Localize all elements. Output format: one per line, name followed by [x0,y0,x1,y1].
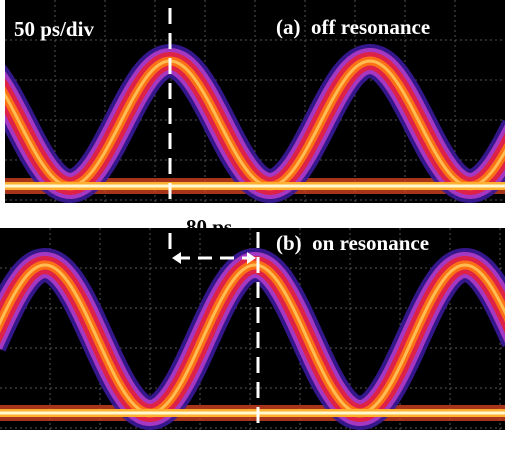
figure: 50 ps/div (a) off resonance (b) on reson… [0,0,514,459]
delay-annotation: 80 ps [186,215,232,239]
page: 50 ps/div (a) off resonance (b) on reson… [0,0,514,459]
baseline-core [0,185,514,188]
panel-label: (a) off resonance [276,15,430,39]
panel-label: (b) on resonance [276,231,429,255]
scale-label: 50 ps/div [14,17,94,41]
